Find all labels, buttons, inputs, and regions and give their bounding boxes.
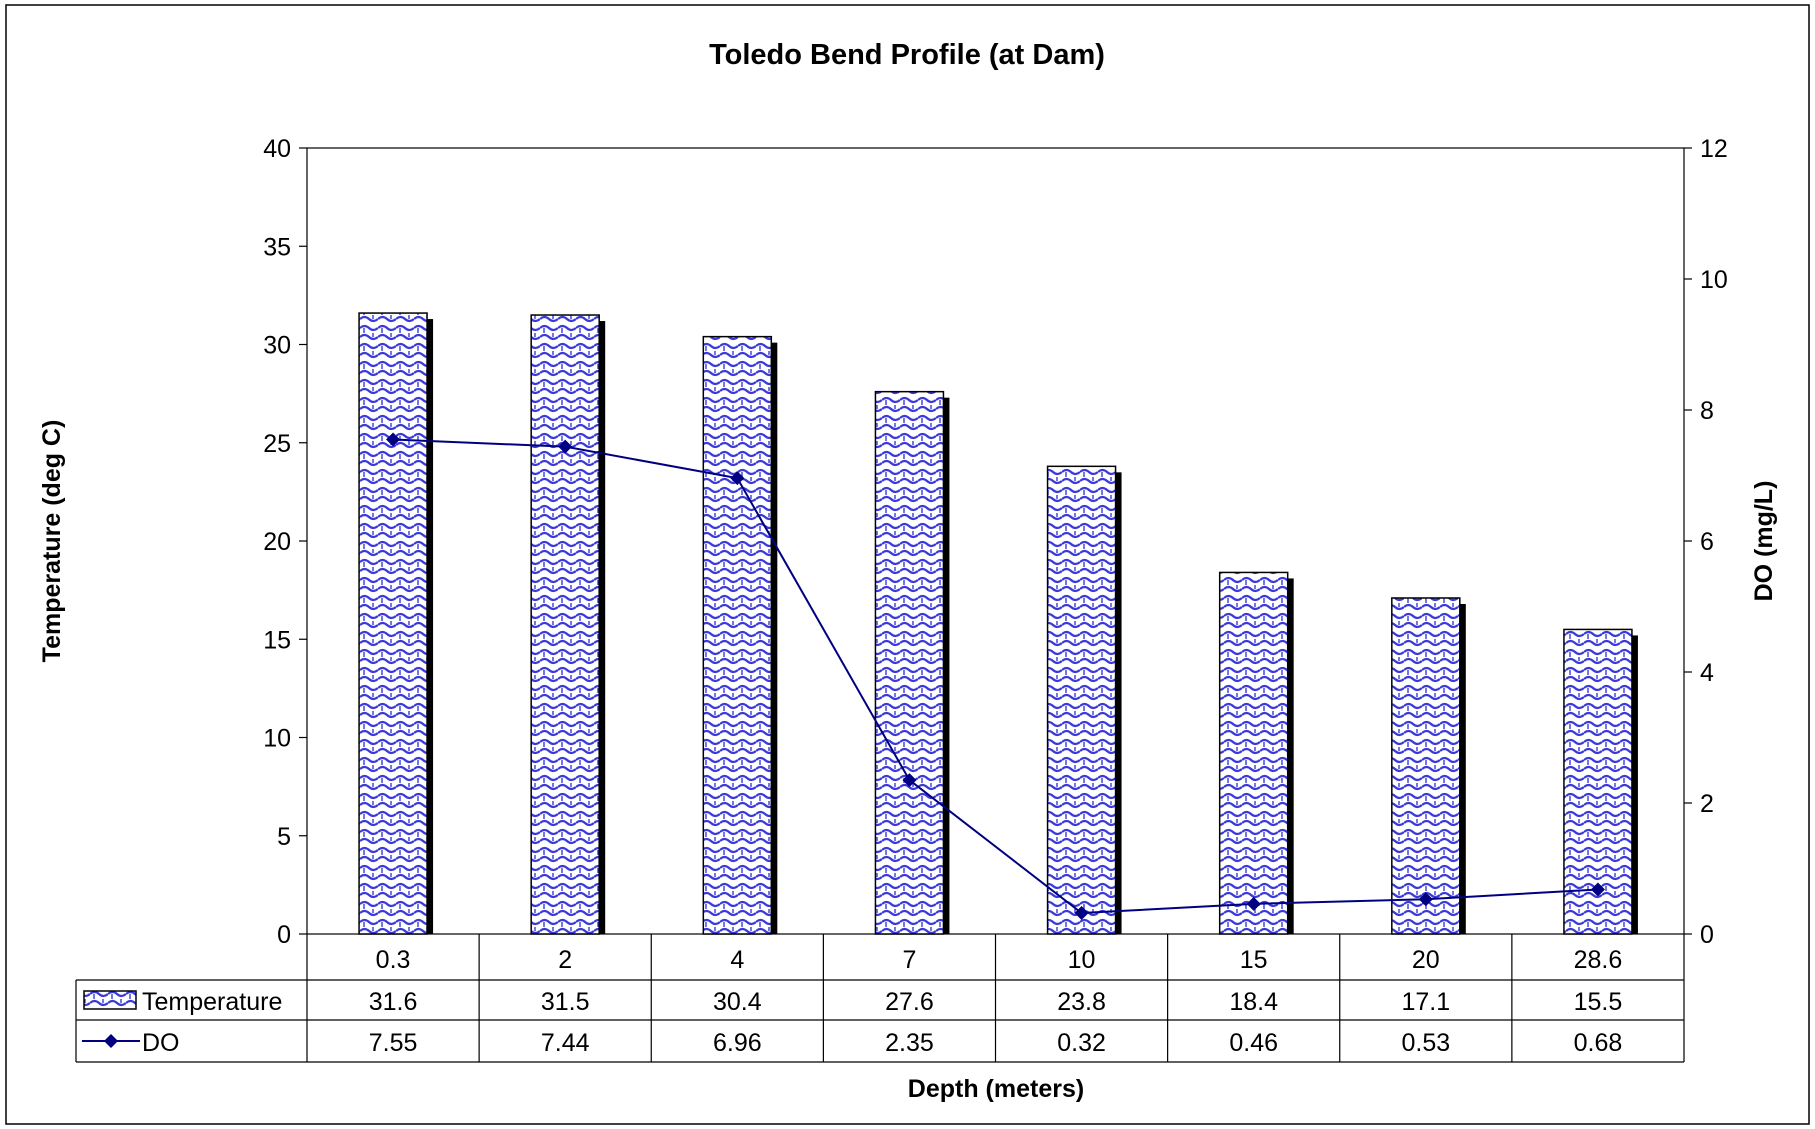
temperature-bar: [702, 335, 773, 935]
y-tick-label: 25: [263, 430, 291, 458]
table-value-cell: 0.68: [1574, 1029, 1623, 1057]
table-value-cell: 15.5: [1574, 988, 1623, 1016]
do-legend-key-marker: [104, 1034, 118, 1048]
table-value-cell: 0.53: [1401, 1029, 1450, 1057]
temperature-bar: [1391, 597, 1461, 935]
chart-title: Toledo Bend Profile (at Dam): [709, 39, 1105, 71]
do-point-marker: [1418, 892, 1433, 907]
y-tick-label: 5: [277, 823, 291, 851]
legend-series-name: DO: [142, 1029, 180, 1057]
temperature-bar: [874, 390, 945, 935]
do-point-marker: [558, 439, 573, 454]
table-value-cell: 18.4: [1229, 988, 1278, 1016]
do-point-marker: [1246, 896, 1261, 911]
y-tick-label: 20: [263, 528, 291, 556]
x-axis-title: Depth (meters): [908, 1075, 1084, 1103]
table-value-cell: 30.4: [713, 988, 762, 1016]
do-point-marker: [1074, 906, 1089, 921]
temperature-bar: [530, 314, 600, 935]
table-value-cell: 23.8: [1057, 988, 1106, 1016]
y-tick-label: 0: [277, 921, 291, 949]
x-category-label: 20: [1412, 946, 1440, 974]
temperature-bar: [1218, 571, 1289, 935]
table-value-cell: 17.1: [1401, 988, 1450, 1016]
temperature-legend-key: [83, 990, 137, 1010]
table-value-cell: 0.46: [1229, 1029, 1278, 1057]
y2-tick-label: 8: [1700, 397, 1714, 425]
x-category-label: 15: [1240, 946, 1268, 974]
table-value-cell: 31.5: [541, 988, 590, 1016]
do-point-marker: [730, 471, 745, 486]
y2-tick-label: 10: [1700, 266, 1728, 294]
y-tick-label: 15: [263, 626, 291, 654]
y-tick-label: 30: [263, 332, 291, 360]
y2-tick-label: 6: [1700, 528, 1714, 556]
table-value-cell: 2.35: [885, 1029, 934, 1057]
y-axis-title: Temperature (deg C): [38, 420, 66, 663]
temperature-bar: [358, 312, 428, 935]
x-category-label: 2: [558, 946, 572, 974]
do-point-marker: [386, 432, 401, 447]
do-point-marker: [902, 773, 917, 788]
do-series-line: [393, 438, 1598, 915]
y-tick-label: 35: [263, 233, 291, 261]
x-category-label: 7: [902, 946, 916, 974]
temperature-bar: [1046, 465, 1117, 935]
legend-series-name: Temperature: [142, 988, 282, 1016]
do-point-marker: [1590, 882, 1605, 897]
x-category-label: 28.6: [1574, 946, 1623, 974]
table-value-cell: 0.32: [1057, 1029, 1106, 1057]
table-value-cell: 6.96: [713, 1029, 762, 1057]
y2-tick-label: 2: [1700, 790, 1714, 818]
table-value-cell: 31.6: [369, 988, 418, 1016]
x-category-label: 0.3: [376, 946, 411, 974]
y2-tick-label: 0: [1700, 921, 1714, 949]
table-value-cell: 7.44: [541, 1029, 590, 1057]
x-category-label: 4: [730, 946, 744, 974]
x-category-label: 10: [1068, 946, 1096, 974]
table-value-cell: 7.55: [369, 1029, 418, 1057]
y2-axis-title: DO (mg/L): [1750, 481, 1778, 602]
y2-tick-label: 12: [1700, 135, 1728, 163]
y2-tick-label: 4: [1700, 659, 1714, 687]
y-tick-label: 10: [263, 725, 291, 753]
table-value-cell: 27.6: [885, 988, 934, 1016]
y-tick-label: 40: [263, 135, 291, 163]
